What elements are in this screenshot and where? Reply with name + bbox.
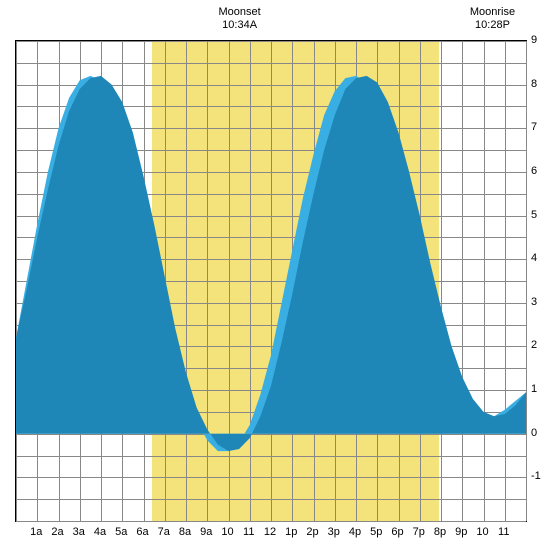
y-tick-label: 1	[531, 383, 537, 395]
x-tick-label: 2a	[51, 526, 63, 538]
y-tick-label: 3	[531, 296, 537, 308]
x-tick-label: 9a	[200, 526, 212, 538]
y-tick-label: 0	[531, 427, 537, 439]
moon-event-label: Moonset10:34A	[219, 6, 261, 32]
x-tick-label: 5a	[115, 526, 127, 538]
moon-event-label: Moonrise10:28P	[470, 6, 515, 32]
y-tick-label: 2	[531, 339, 537, 351]
grid-line	[526, 41, 527, 521]
x-tick-label: 5p	[370, 526, 382, 538]
y-tick-label: 6	[531, 165, 537, 177]
x-tick-label: 4a	[94, 526, 106, 538]
x-tick-label: 1p	[285, 526, 297, 538]
x-tick-label: 3p	[328, 526, 340, 538]
x-tick-label: 7a	[158, 526, 170, 538]
y-tick-label: 7	[531, 121, 537, 133]
x-tick-label: 10	[221, 526, 233, 538]
plot-area	[15, 40, 527, 522]
x-tick-label: 11	[243, 526, 254, 538]
x-tick-label: 9p	[455, 526, 467, 538]
y-tick-label: 5	[531, 209, 537, 221]
x-tick-label: 8p	[434, 526, 446, 538]
x-tick-label: 2p	[306, 526, 318, 538]
grid-line	[16, 521, 526, 522]
x-tick-label: 11	[498, 526, 509, 538]
tide-chart: -101234567891a2a3a4a5a6a7a8a9a1011121p2p…	[0, 0, 550, 550]
y-tick-label: 9	[531, 34, 537, 46]
x-tick-label: 4p	[349, 526, 361, 538]
x-tick-label: 6a	[136, 526, 148, 538]
x-tick-label: 6p	[391, 526, 403, 538]
tide-curves	[16, 41, 526, 521]
tide-curve	[16, 76, 526, 451]
x-tick-label: 3a	[73, 526, 85, 538]
x-tick-label: 1a	[30, 526, 42, 538]
x-tick-label: 8a	[179, 526, 191, 538]
y-tick-label: 4	[531, 252, 537, 264]
x-tick-label: 7p	[413, 526, 425, 538]
x-tick-label: 12	[264, 526, 276, 538]
y-tick-label: 8	[531, 78, 537, 90]
y-tick-label: -1	[531, 470, 541, 482]
x-tick-label: 10	[476, 526, 488, 538]
